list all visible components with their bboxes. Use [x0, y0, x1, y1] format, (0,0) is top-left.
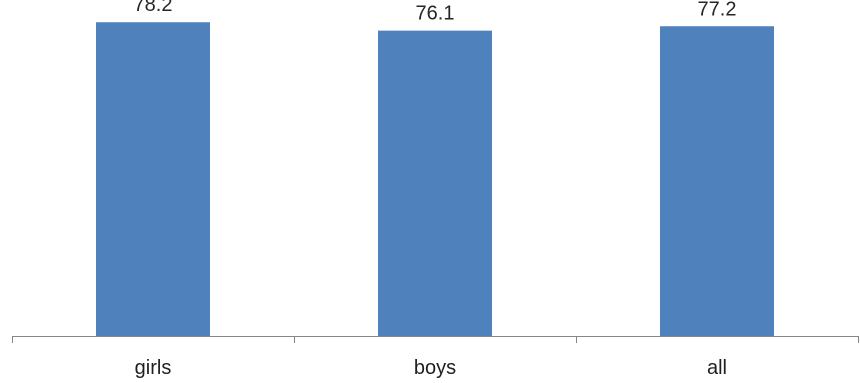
category-label-boys: boys	[414, 357, 456, 379]
bars-group	[96, 22, 774, 337]
category-label-all: all	[707, 357, 727, 379]
bar-boys	[378, 30, 492, 337]
category-label-girls: girls	[135, 357, 172, 379]
value-label-all: 77.2	[698, 0, 737, 20]
value-labels-group: 78.2 76.1 77.2	[134, 0, 737, 25]
bar-all	[660, 26, 774, 337]
bar-girls	[96, 22, 210, 336]
value-label-girls: 78.2	[134, 0, 173, 16]
category-labels-group: girls boys all	[135, 357, 727, 379]
value-label-boys: 76.1	[416, 3, 455, 25]
x-axis-ticks	[12, 336, 859, 343]
